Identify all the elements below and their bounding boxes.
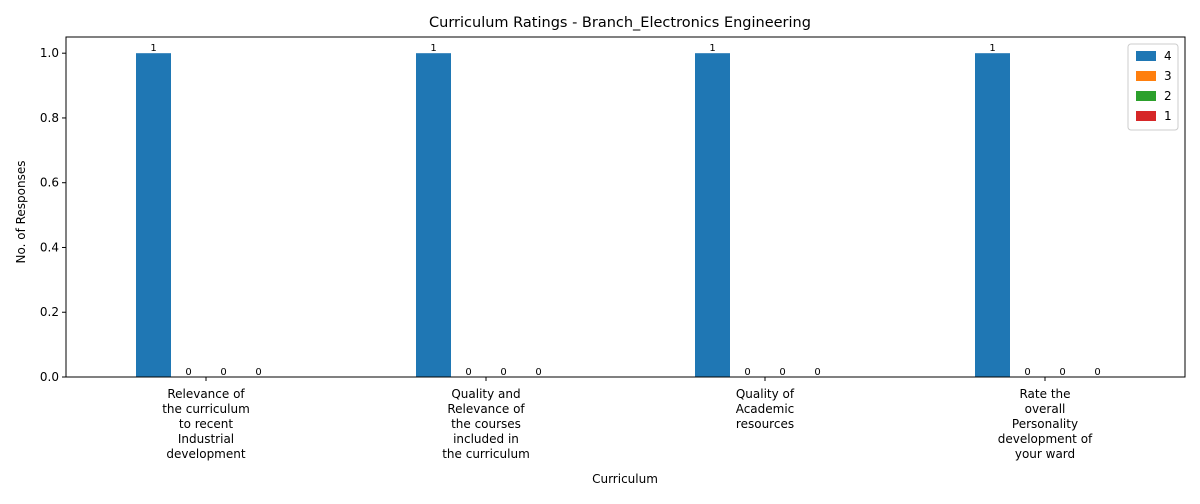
data-label: 0 <box>744 367 750 378</box>
legend-swatch-4 <box>1136 51 1156 61</box>
x-tick-label: Quality of Academic resources <box>736 387 795 431</box>
bar-series-4-cat-1 <box>416 53 451 377</box>
legend-swatch-2 <box>1136 91 1156 101</box>
x-tick-label-line: Industrial <box>178 432 234 446</box>
legend-swatch-1 <box>1136 111 1156 121</box>
data-label: 0 <box>255 367 261 378</box>
x-tick-label-line: the courses <box>451 417 521 431</box>
x-tick-label-line: overall <box>1025 402 1066 416</box>
legend-label: 3 <box>1164 69 1172 83</box>
y-tick-label: 1.0 <box>40 46 59 60</box>
legend-swatch-3 <box>1136 71 1156 81</box>
x-tick-label-line: Rate the <box>1019 387 1070 401</box>
y-axis-label: No. of Responses <box>14 160 28 263</box>
data-label: 0 <box>465 367 471 378</box>
x-tick-label: Rate the overall Personality development of… <box>998 387 1093 461</box>
x-tick-label-line: to recent <box>179 417 234 431</box>
x-tick-label-line: Academic <box>736 402 795 416</box>
y-tick-label: 0.0 <box>40 370 59 384</box>
data-label: 0 <box>1059 367 1065 378</box>
x-tick-label-line: included in <box>453 432 519 446</box>
x-tick-label-line: resources <box>736 417 794 431</box>
bar-series-4-cat-3 <box>975 53 1010 377</box>
bar-series-4-cat-2 <box>695 53 730 377</box>
legend: 4 3 2 1 <box>1127 43 1179 131</box>
x-tick-label-line: Quality of <box>736 387 795 401</box>
legend-label: 4 <box>1164 49 1172 63</box>
y-tick-label: 0.2 <box>40 305 59 319</box>
x-tick-label-line: your ward <box>1015 447 1075 461</box>
x-tick-label-line: development of <box>998 432 1093 446</box>
plot-area: 1 0 0 0 1 0 0 0 1 0 0 0 1 0 0 0 0.0 0.2 0.4 0.6 0.8 1.0 Releva… <box>40 36 1186 461</box>
x-tick-label: Relevance of the curriculum to recent Indus… <box>162 387 250 461</box>
x-tick-label-line: the curriculum <box>442 447 530 461</box>
y-tick-label: 0.6 <box>40 176 59 190</box>
chart-title: Curriculum Ratings - Branch_Electronics … <box>429 15 811 31</box>
data-label: 0 <box>185 367 191 378</box>
legend-label: 2 <box>1164 89 1172 103</box>
data-label: 0 <box>220 367 226 378</box>
legend-label: 1 <box>1164 109 1172 123</box>
x-tick-label-line: development <box>166 447 245 461</box>
y-tick-label: 0.8 <box>40 111 59 125</box>
legend-frame <box>1127 43 1179 131</box>
data-label: 0 <box>500 367 506 378</box>
data-label: 1 <box>709 43 715 54</box>
data-label: 0 <box>1094 367 1100 378</box>
x-tick-label-line: the curriculum <box>162 402 250 416</box>
x-tick-label: Quality and Relevance of the courses includ… <box>442 387 530 461</box>
x-axis-label: Curriculum <box>592 472 658 486</box>
data-label: 1 <box>989 43 995 54</box>
x-tick-label-line: Personality <box>1012 417 1078 431</box>
data-label: 0 <box>1024 367 1030 378</box>
x-tick-label-line: Relevance of <box>447 402 525 416</box>
data-label: 0 <box>779 367 785 378</box>
data-label: 1 <box>150 43 156 54</box>
x-tick-label-line: Relevance of <box>167 387 245 401</box>
data-label: 0 <box>535 367 541 378</box>
plot-frame <box>65 36 1186 378</box>
data-label: 1 <box>430 43 436 54</box>
y-tick-label: 0.4 <box>40 240 59 254</box>
bar-series-4-cat-0 <box>136 53 171 377</box>
x-tick-label-line: Quality and <box>451 387 520 401</box>
data-label: 0 <box>814 367 820 378</box>
